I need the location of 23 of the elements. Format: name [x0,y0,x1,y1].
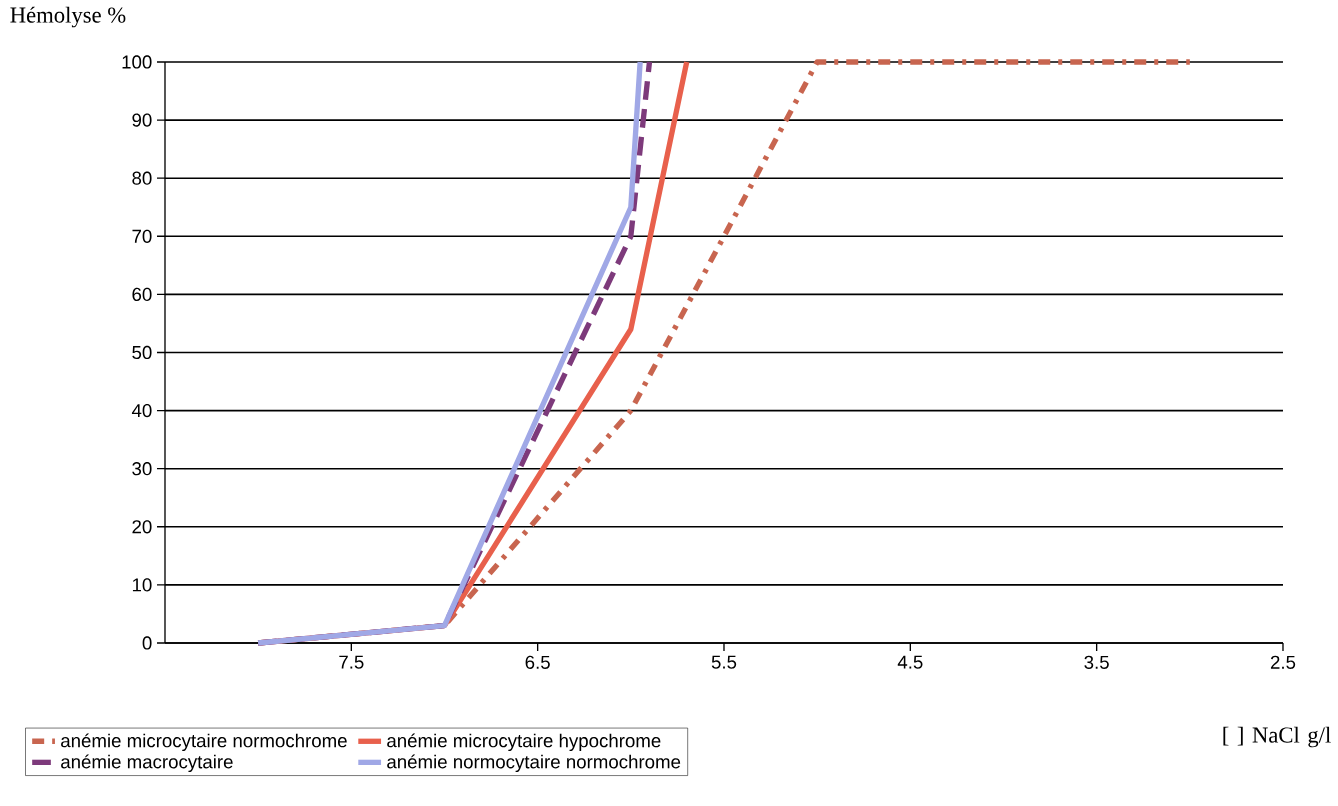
y-tick-label: 60 [132,287,152,301]
x-tick-label: 2.5 [1270,655,1296,669]
y-tick-label: 40 [131,403,152,418]
x-tick-label: 3.5 [1084,655,1109,669]
x-axis-title: [ ] NaCl g/l [1223,726,1331,748]
x-tick-label: 4.5 [897,655,923,669]
y-tick-label: 50 [132,345,152,360]
legend-label: anémie microcytaire normochrome [61,733,347,752]
y-axis-title: Hémolyse % [10,6,126,28]
legend-label: anémie normocytaire normochrome [387,754,681,773]
legend-label: anémie macrocytaire [61,754,233,773]
x-tick-label: 6.5 [525,655,550,669]
x-tick-label: 5.5 [711,655,737,669]
y-tick-label: 90 [132,113,152,127]
y-tick-label: 10 [132,578,152,592]
y-tick-label: 100 [122,55,152,69]
y-tick-label: 20 [132,520,152,534]
y-tick-label: 70 [132,229,152,243]
y-tick-label: 80 [132,171,152,185]
x-tick-label: 7.5 [339,655,364,669]
legend-label: anémie microcytaire hypochrome [387,733,661,752]
y-tick-label: 0 [142,636,152,650]
y-tick-label: 30 [132,462,152,476]
